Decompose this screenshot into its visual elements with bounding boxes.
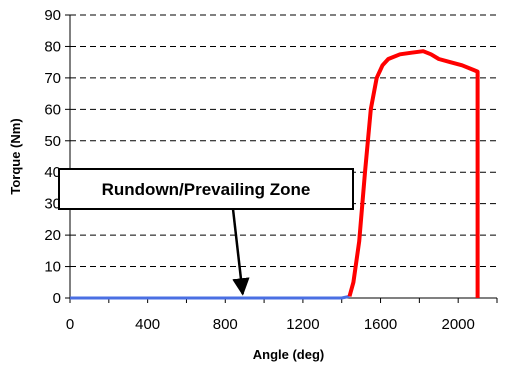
x-tick-label-800: 800 xyxy=(213,316,238,333)
y-tick-label-90: 90 xyxy=(44,7,61,24)
x-tick-label-0: 0 xyxy=(66,316,74,333)
y-tick-label-30: 30 xyxy=(44,196,61,213)
y-tick-label-70: 70 xyxy=(44,70,61,87)
annotation-label: Rundown/Prevailing Zone xyxy=(102,180,311,199)
series-layer xyxy=(70,49,480,300)
y-tick-label-60: 60 xyxy=(44,101,61,118)
y-tick-label-80: 80 xyxy=(44,38,61,55)
y-tick-label-0: 0 xyxy=(53,290,61,307)
x-tick-label-400: 400 xyxy=(135,316,160,333)
y-axis-title: Torque (Nm) xyxy=(8,118,23,194)
y-tick-label-20: 20 xyxy=(44,227,61,244)
annotation-layer: Rundown/Prevailing Zone xyxy=(58,168,354,296)
x-tick-label-1600: 1600 xyxy=(364,316,397,333)
x-tick-label-2000: 2000 xyxy=(441,316,474,333)
annotation-box xyxy=(58,168,354,210)
annotation-arrow xyxy=(231,208,250,296)
x-axis-title: Angle (deg) xyxy=(253,347,325,362)
y-tick-label-10: 10 xyxy=(44,259,61,276)
rundown-series-line xyxy=(70,294,350,300)
x-tick-label-1200: 1200 xyxy=(286,316,319,333)
tightening-series-line xyxy=(347,49,480,298)
y-tick-label-50: 50 xyxy=(44,133,61,150)
grid-layer xyxy=(70,14,497,268)
y-tick-label-40: 40 xyxy=(44,164,61,181)
